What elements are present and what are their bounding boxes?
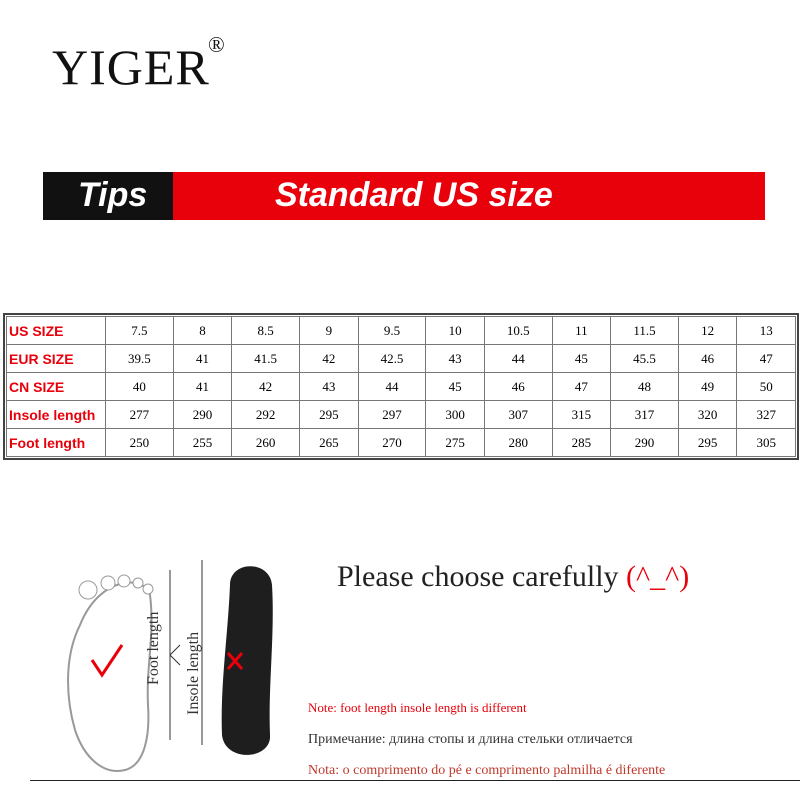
cell: 11.5 bbox=[610, 316, 679, 345]
banner-tag: Tips bbox=[78, 176, 148, 214]
cell: 297 bbox=[357, 400, 427, 429]
cross-mark bbox=[226, 652, 244, 670]
cell: 44 bbox=[483, 344, 553, 373]
cell: 295 bbox=[677, 428, 738, 457]
insole bbox=[221, 566, 273, 755]
row-label: CN SIZE bbox=[6, 372, 106, 401]
cell: 40 bbox=[105, 372, 174, 401]
cell: 255 bbox=[172, 428, 233, 457]
cell: 315 bbox=[551, 400, 612, 429]
check-mark bbox=[90, 644, 124, 678]
cell: 265 bbox=[299, 428, 359, 457]
cell: 13 bbox=[736, 316, 796, 345]
cell: 292 bbox=[231, 400, 301, 429]
foot-length-label: Foot length bbox=[145, 612, 162, 685]
cell: 8.5 bbox=[231, 316, 301, 345]
emoticon: (^_^) bbox=[626, 560, 690, 593]
cell: 9.5 bbox=[357, 316, 427, 345]
cell: 317 bbox=[610, 400, 679, 429]
illustration: Foot length Insole length bbox=[67, 560, 273, 772]
cell: 277 bbox=[105, 400, 174, 429]
cell: 320 bbox=[677, 400, 738, 429]
cell: 41.5 bbox=[231, 344, 301, 373]
cell: 45.5 bbox=[610, 344, 679, 373]
cell: 49 bbox=[677, 372, 738, 401]
cell: 8 bbox=[172, 316, 233, 345]
cell: 327 bbox=[736, 400, 796, 429]
table-row: Foot length 250 255 260 265 270 275 280 285 290 29… bbox=[6, 428, 796, 457]
banner-title: Standard US size bbox=[275, 176, 553, 214]
size-table: US SIZE 7.5 8 8.5 9 9.5 10 10.5 11 11.5 12 13 EUR SI… bbox=[3, 313, 799, 460]
cell: 48 bbox=[610, 372, 679, 401]
cell: 7.5 bbox=[105, 316, 174, 345]
cell: 9 bbox=[299, 316, 359, 345]
cell: 42 bbox=[299, 344, 359, 373]
cell: 307 bbox=[483, 400, 553, 429]
foot-outline bbox=[67, 581, 153, 772]
registered-mark: ® bbox=[208, 32, 225, 57]
toe bbox=[78, 580, 98, 600]
brand: YIGER bbox=[52, 39, 210, 95]
cell: 41 bbox=[172, 372, 233, 401]
arrow bbox=[169, 644, 181, 666]
cell: 305 bbox=[736, 428, 796, 457]
cell: 43 bbox=[299, 372, 359, 401]
table-row: EUR SIZE 39.5 41 41.5 42 42.5 43 44 45 45.5 46 47 bbox=[6, 344, 796, 373]
cell: 290 bbox=[172, 400, 233, 429]
cell: 295 bbox=[299, 400, 359, 429]
cell: 47 bbox=[551, 372, 612, 401]
toe bbox=[117, 574, 131, 588]
cell: 42.5 bbox=[357, 344, 427, 373]
cell: 285 bbox=[551, 428, 612, 457]
note: Note: foot length insole length is diffe… bbox=[308, 700, 527, 715]
note: Примечание: длина стопы и длина стельки … bbox=[308, 732, 633, 747]
heading-text: Please choose carefully bbox=[337, 560, 619, 593]
cell: 300 bbox=[425, 400, 485, 429]
cell: 39.5 bbox=[105, 344, 174, 373]
cell: 290 bbox=[610, 428, 679, 457]
table-row: CN SIZE 40 41 42 43 44 45 46 47 48 49 50 bbox=[6, 372, 796, 401]
cell: 280 bbox=[483, 428, 553, 457]
banner-box bbox=[173, 172, 765, 220]
insole-length-label: Insole length bbox=[185, 632, 202, 715]
cell: 275 bbox=[425, 428, 485, 457]
note: Nota: o comprimento do pé e comprimento … bbox=[308, 763, 666, 778]
cell: 12 bbox=[677, 316, 738, 345]
cell: 46 bbox=[677, 344, 738, 373]
table-row: Insole length 277 290 292 295 297 300 307 315 317… bbox=[6, 400, 796, 429]
rule bbox=[30, 780, 800, 781]
cell: 10.5 bbox=[483, 316, 553, 345]
cell: 44 bbox=[357, 372, 427, 401]
toe bbox=[142, 583, 154, 595]
row-label: US SIZE bbox=[6, 316, 106, 345]
row-label: EUR SIZE bbox=[6, 344, 106, 373]
cell: 260 bbox=[231, 428, 301, 457]
cell: 42 bbox=[231, 372, 301, 401]
cell: 46 bbox=[483, 372, 553, 401]
toe bbox=[100, 575, 116, 591]
cell: 50 bbox=[736, 372, 796, 401]
tips-box bbox=[43, 172, 173, 220]
table-row: US SIZE 7.5 8 8.5 9 9.5 10 10.5 11 11.5 12 13 bbox=[6, 316, 796, 345]
cell: 41 bbox=[172, 344, 233, 373]
cell: 10 bbox=[425, 316, 485, 345]
row-label: Insole length bbox=[6, 400, 106, 429]
cell: 45 bbox=[551, 344, 612, 373]
cell: 45 bbox=[425, 372, 485, 401]
cell: 43 bbox=[425, 344, 485, 373]
cell: 47 bbox=[736, 344, 796, 373]
cell: 11 bbox=[551, 316, 612, 345]
cell: 250 bbox=[105, 428, 174, 457]
cell: 270 bbox=[357, 428, 427, 457]
heading: Please choose carefully (^_^) bbox=[337, 560, 689, 594]
toe bbox=[132, 577, 144, 589]
row-label: Foot length bbox=[6, 428, 106, 457]
